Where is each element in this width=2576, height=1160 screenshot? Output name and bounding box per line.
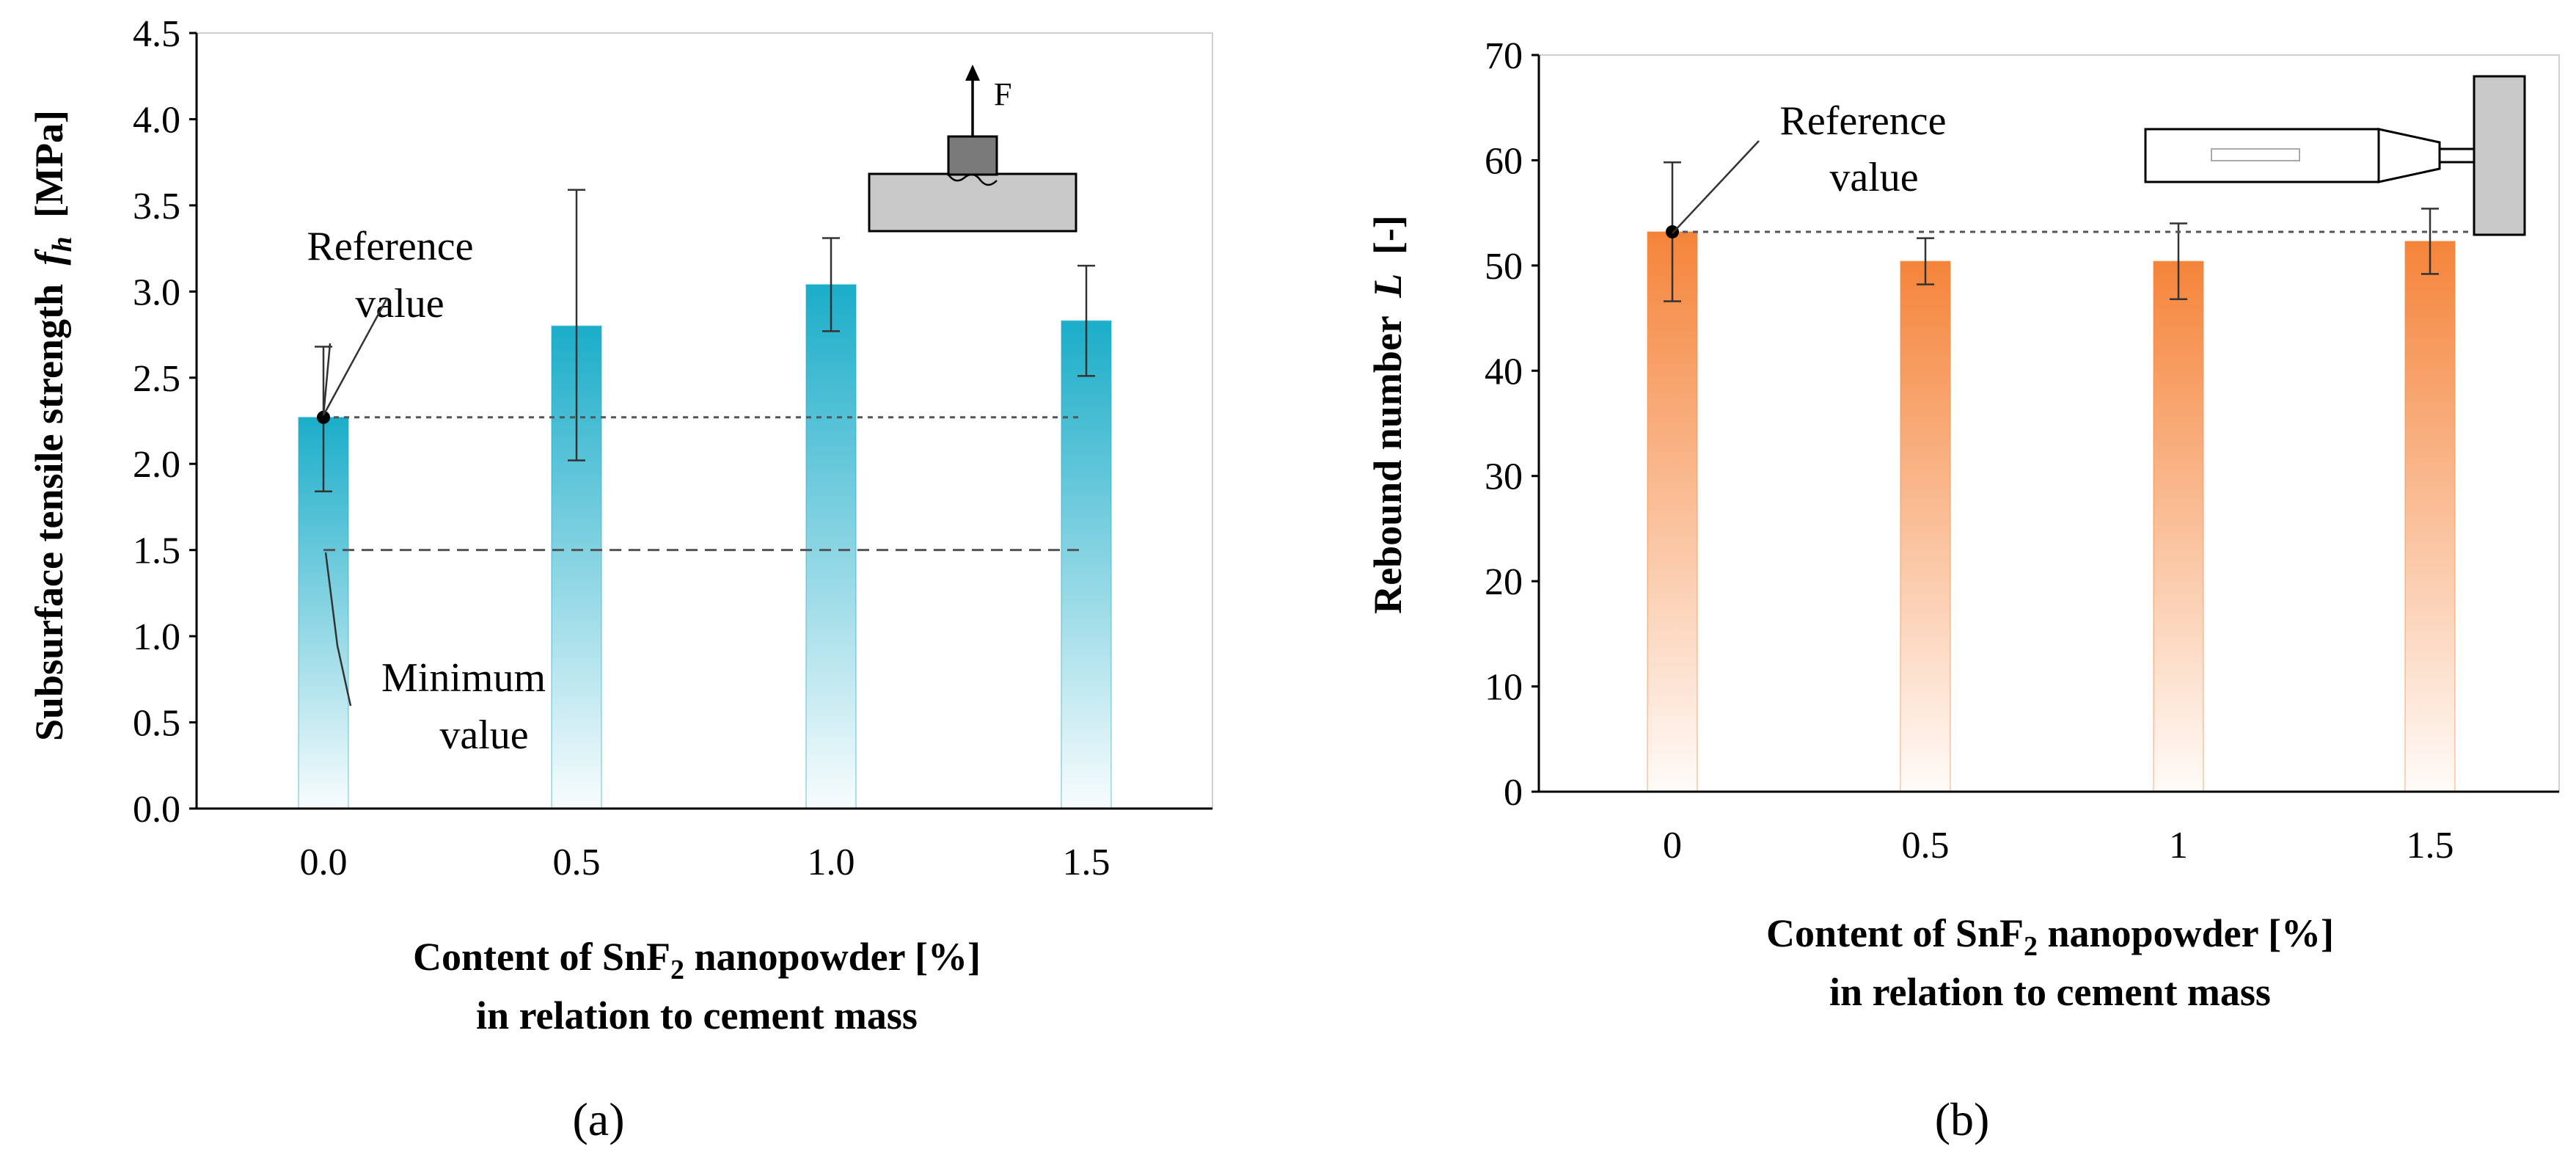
- chart-a-y-tick-label: 1.0: [133, 616, 180, 658]
- chart-a-minimum-annotation: Minimum: [381, 655, 546, 701]
- chart-a-x-tick-label: 0.5: [553, 842, 601, 883]
- rebound-hammer-diagram: [2144, 75, 2526, 236]
- chart-a-reference-leader-2: [322, 297, 389, 416]
- chart-a-bar: [805, 283, 857, 809]
- chart-a-minimum-annotation-line2: value: [439, 712, 528, 758]
- chart-a-reference-annotation-line2: value: [355, 281, 444, 327]
- chart-b-reference-annotation: Reference: [1780, 98, 1947, 144]
- chart-b-y-tick-label: 30: [1485, 456, 1523, 498]
- chart-b-y-tick-label: 40: [1485, 351, 1523, 393]
- chart-a-x-tick-label: 1.5: [1063, 842, 1110, 883]
- chart-a-y-axis-label: Subsurface tensile strength fh [MPa]: [27, 110, 80, 741]
- chart-a-minimum-leader: [324, 552, 352, 707]
- chart-b-x-tick-label: 1.5: [2407, 825, 2454, 867]
- chart-b-bar: [1647, 230, 1698, 792]
- chart-a-reference-annotation: Reference: [307, 224, 474, 269]
- chart-b-x-axis-label: Content of SnF2 nanopowder [%]: [1766, 911, 2334, 962]
- force-arrow-icon: [965, 65, 980, 81]
- chart-a-reference-leader: [322, 343, 332, 416]
- chart-b-panel-label: (b): [1935, 1093, 1990, 1145]
- chart-a-y-tick-label: 1.5: [133, 530, 180, 572]
- chart-a-y-tick-label: 2.5: [133, 358, 180, 400]
- chart-b-reference-annotation-line2: value: [1829, 155, 1918, 200]
- chart-a-y-tick-label: 3.0: [133, 271, 180, 313]
- chart-a-reference-marker: [317, 410, 330, 424]
- chart-a-y-tick-label: 3.5: [133, 186, 180, 227]
- chart-a: 0.0 0.5 1.0 1.5 2.0 2.5 3.0 3.5 4.0 4.5 0.0 0.5 1.0…: [27, 13, 1213, 1145]
- chart-b-y-tick-label: 0: [1504, 772, 1523, 814]
- chart-b-x-tick-label: 0: [1663, 825, 1682, 867]
- chart-b-y-tick-label: 10: [1485, 667, 1523, 709]
- chart-a-x-axis-label: Content of SnF2 nanopowder [%]: [413, 935, 981, 985]
- chart-b-x-tick-label: 0.5: [1902, 825, 1950, 867]
- chart-b-bar: [2153, 260, 2204, 792]
- chart-a-bar: [1061, 320, 1112, 809]
- chart-b-bar: [2404, 240, 2456, 792]
- chart-b-y-tick-label: 60: [1485, 140, 1523, 182]
- chart-a-y-tick-label: 0.5: [133, 703, 180, 745]
- chart-a-y-tick-label: 2.0: [133, 444, 180, 486]
- chart-b: 0 10 20 30 40 50 60 70 0 0.5 1 1.5 Rebound number …: [1366, 35, 2560, 1145]
- chart-a-panel-label: (a): [572, 1093, 624, 1145]
- force-label: F: [994, 76, 1011, 112]
- chart-a-x-tick-label: 0.0: [300, 842, 348, 883]
- chart-a-y-tick-label: 0.0: [133, 789, 180, 831]
- chart-b-y-tick-label: 20: [1485, 561, 1523, 603]
- chart-a-y-tick-label: 4.5: [133, 13, 180, 55]
- chart-a-y-tick-label: 4.0: [133, 99, 180, 141]
- chart-b-y-tick-label: 50: [1485, 246, 1523, 288]
- chart-b-bar: [1900, 260, 1951, 792]
- chart-b-y-tick-label: 70: [1485, 35, 1523, 77]
- chart-b-reference-leader: [1672, 140, 1760, 234]
- chart-b-x-tick-label: 1: [2169, 825, 2188, 867]
- chart-a-x-tick-label: 1.0: [808, 842, 855, 883]
- chart-a-x-axis-label-line2: in relation to cement mass: [476, 993, 918, 1037]
- chart-b-x-axis-label-line2: in relation to cement mass: [1829, 970, 2271, 1014]
- chart-b-y-axis-label: Rebound number L [-]: [1366, 215, 1410, 614]
- pull-off-test-diagram: F: [868, 65, 1077, 233]
